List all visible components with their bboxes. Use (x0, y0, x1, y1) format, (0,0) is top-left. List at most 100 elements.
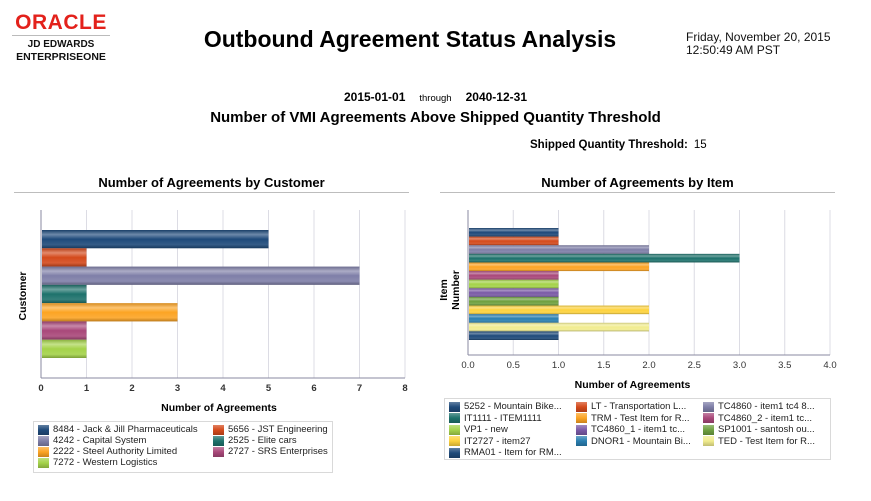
legend-label: 2727 - SRS Enterprises (228, 446, 328, 457)
legend-swatch (449, 424, 460, 435)
x-tick-label: 5 (266, 383, 272, 394)
bar-4[interactable] (469, 253, 740, 263)
legend-label: 4242 - Capital System (53, 435, 147, 446)
report-timestamp: Friday, November 20, 2015 12:50:49 AM PS… (686, 31, 831, 57)
bar-1[interactable] (42, 230, 269, 249)
x-tick-label: 0 (38, 383, 43, 394)
bar-11[interactable] (469, 314, 559, 323)
x-tick-label: 0.5 (507, 360, 520, 371)
enterpriseone-logo-text: ENTERPRISEONE (16, 51, 106, 63)
report-time: 12:50:49 AM PST (686, 43, 781, 57)
legend-label: 2525 - Elite cars (228, 435, 297, 446)
legend-label: IT1111 - ITEM1111 (464, 412, 542, 424)
item-legend-item[interactable]: TC4860_1 - item1 tc... (576, 424, 685, 435)
legend-swatch (703, 436, 714, 446)
legend-label: DNOR1 - Mountain Bi... (591, 435, 691, 447)
legend-swatch (213, 435, 224, 446)
item-legend-item[interactable]: IT2727 - item27 (449, 436, 531, 447)
legend-swatch (38, 435, 49, 446)
legend-label: TC4860_2 - item1 tc... (718, 412, 812, 424)
x-tick-label: 4 (220, 383, 226, 394)
item-legend-item[interactable]: 5252 - Mountain Bike... (449, 401, 562, 412)
bar-6[interactable] (469, 271, 559, 280)
bar-5[interactable] (42, 303, 178, 322)
legend-swatch (38, 446, 49, 457)
legend-label: TC4860 - item1 tc4 8... (718, 401, 815, 412)
x-tick-label: 7 (357, 383, 362, 394)
customer-legend-item[interactable]: 2525 - Elite cars (213, 435, 297, 446)
item-legend-item[interactable]: TED - Test Item for R... (703, 436, 815, 447)
item-legend-item[interactable]: VP1 - new (449, 424, 508, 435)
date-range: 2015-01-01 through 2040-12-31 (0, 90, 871, 104)
legend-swatch (703, 401, 714, 412)
legend-label: 5656 - JST Engineering (228, 424, 328, 435)
customer-legend-item[interactable]: 4242 - Capital System (38, 435, 146, 446)
bar-4[interactable] (42, 284, 87, 304)
item-chart-legend: 5252 - Mountain Bike... LT - Transportati… (444, 398, 831, 460)
legend-label: TC4860_1 - item1 tc... (591, 424, 685, 435)
bar-6[interactable] (42, 321, 87, 340)
bar-3[interactable] (42, 266, 360, 285)
x-tick-label: 1.5 (597, 360, 610, 371)
bar-7[interactable] (42, 339, 87, 358)
bar-7[interactable] (469, 279, 559, 289)
item-chart-title: Number of Agreements by Item (541, 175, 734, 190)
item-legend-item[interactable]: RMA01 - Item for RM... (449, 447, 562, 458)
legend-swatch (576, 436, 587, 446)
legend-swatch (576, 401, 587, 412)
item-legend-item[interactable]: LT - Transportation L... (576, 401, 686, 412)
bar-9[interactable] (469, 296, 559, 306)
customer-chart-y-axis-title: Customer (17, 271, 29, 321)
item-legend-item[interactable]: TRM - Test Item for R... (576, 413, 690, 424)
item-chart-divider (440, 192, 835, 193)
legend-swatch (213, 446, 224, 457)
customer-chart-title: Number of Agreements by Customer (98, 175, 325, 190)
legend-swatch (38, 424, 49, 435)
threshold-display: Shipped Quantity Threshold: 15 (530, 139, 707, 151)
x-tick-label: 2 (129, 383, 134, 394)
threshold-value: 15 (693, 139, 707, 151)
jd-edwards-logo-text: JD EDWARDS (27, 39, 95, 50)
x-tick-label: 1 (84, 383, 90, 394)
item-chart-y-axis-title: Item Number (438, 270, 462, 310)
x-tick-label: 3 (175, 383, 180, 394)
bar-5[interactable] (469, 262, 649, 272)
legend-label: TED - Test Item for R... (718, 435, 815, 447)
legend-swatch (703, 424, 714, 435)
item-legend-item[interactable]: SP1001 - santosh ou... (703, 424, 815, 435)
legend-label: VP1 - new (464, 424, 508, 435)
to-date: 2040-12-31 (465, 90, 527, 104)
legend-label: RMA01 - Item for RM... (464, 447, 562, 458)
legend-swatch (449, 447, 460, 458)
legend-swatch (449, 436, 460, 446)
item-legend-item[interactable]: IT1111 - ITEM1111 (449, 413, 542, 424)
bar-10[interactable] (469, 305, 649, 315)
bar-1[interactable] (469, 228, 559, 237)
customer-legend-item[interactable]: 5656 - JST Engineering (213, 424, 328, 435)
legend-label: SP1001 - santosh ou... (718, 424, 815, 435)
x-tick-label: 8 (402, 383, 407, 394)
threshold-label: Shipped Quantity Threshold: (530, 139, 688, 151)
customer-legend-item[interactable]: 7272 - Western Logistics (38, 457, 157, 468)
x-tick-label: 2.0 (642, 360, 655, 371)
customer-legend-item[interactable]: 8484 - Jack & Jill Pharmaceuticals (38, 424, 198, 435)
legend-swatch (703, 413, 714, 423)
bar-12[interactable] (469, 322, 649, 332)
from-date: 2015-01-01 (343, 90, 406, 104)
bar-3[interactable] (469, 245, 649, 254)
bar-2[interactable] (469, 236, 559, 246)
legend-label: IT2727 - item27 (464, 435, 531, 447)
x-tick-label: 4.0 (823, 360, 836, 371)
bar-8[interactable] (469, 288, 559, 297)
legend-swatch (449, 413, 460, 423)
bar-2[interactable] (42, 248, 87, 267)
x-tick-label: 3.5 (778, 360, 791, 371)
item-legend-item[interactable]: TC4860_2 - item1 tc... (703, 413, 812, 424)
item-legend-item[interactable]: DNOR1 - Mountain Bi... (576, 436, 691, 447)
customer-legend-item[interactable]: 2727 - SRS Enterprises (213, 446, 328, 457)
customer-legend-item[interactable]: 2222 - Steel Authority Limited (38, 446, 177, 457)
legend-label: 8484 - Jack & Jill Pharmaceuticals (53, 424, 198, 435)
customer-chart-legend: 8484 - Jack & Jill Pharmaceuticals 5656 -… (33, 421, 333, 473)
bar-13[interactable] (469, 331, 559, 340)
item-legend-item[interactable]: TC4860 - item1 tc4 8... (703, 401, 815, 412)
